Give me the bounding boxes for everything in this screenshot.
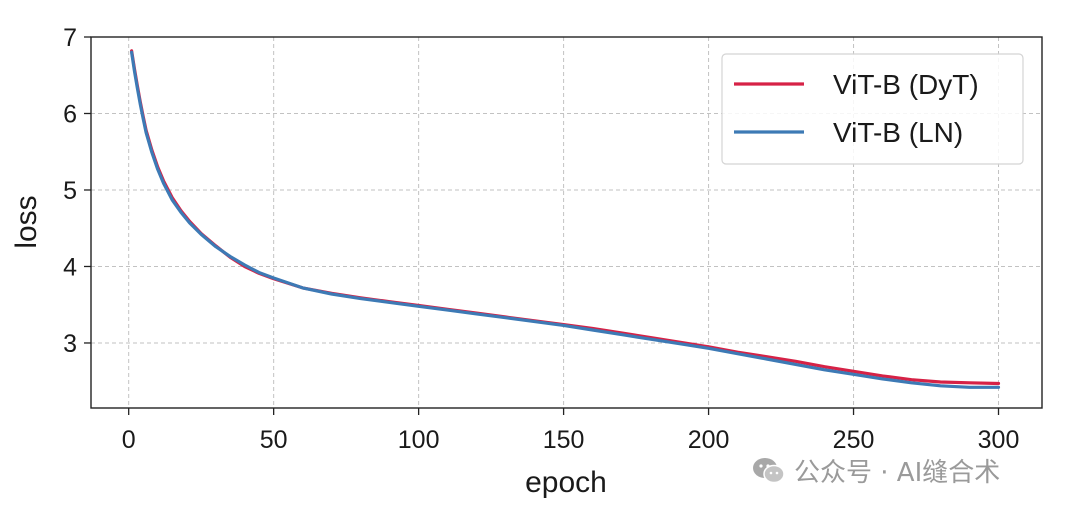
x-tick-label: 250 <box>833 426 875 454</box>
legend: ViT-B (DyT) ViT-B (LN) <box>721 53 1024 165</box>
x-tick-label: 200 <box>688 426 730 454</box>
axis-ticks: 0 50 100 150 200 250 300 3 4 5 6 7 <box>63 24 1019 454</box>
x-tick-label: 300 <box>978 426 1020 454</box>
y-axis-label: loss <box>10 195 43 248</box>
y-tick-label: 6 <box>63 100 77 128</box>
series-line-1 <box>130 50 1001 389</box>
x-tick-label: 50 <box>260 426 288 454</box>
x-axis-label: epoch <box>525 466 607 499</box>
y-tick-label: 5 <box>63 177 77 205</box>
y-tick-label: 7 <box>63 24 77 52</box>
watermark-text: 公众号 · AI缝合术 <box>794 458 1001 488</box>
x-tick-label: 0 <box>122 426 136 454</box>
x-tick-label: 150 <box>543 426 585 454</box>
series-lines <box>130 49 1001 389</box>
plot-frame <box>90 36 1043 409</box>
wechat-icon <box>753 457 785 483</box>
watermark: 公众号 · AI缝合术 <box>752 452 1000 489</box>
legend-box <box>721 53 1024 165</box>
legend-label-1: ViT-B (LN) <box>833 117 963 148</box>
legend-label-0: ViT-B (DyT) <box>833 69 979 100</box>
x-tick-label: 100 <box>398 426 440 454</box>
y-tick-label: 4 <box>63 253 77 281</box>
y-tick-label: 3 <box>63 330 77 358</box>
